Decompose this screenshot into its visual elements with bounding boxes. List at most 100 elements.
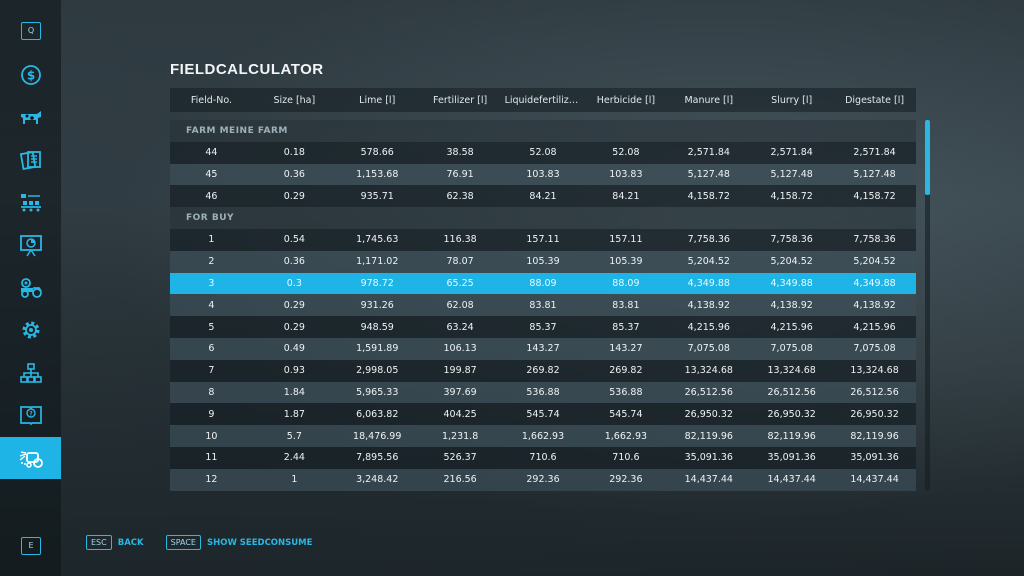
- sidebar-item-production[interactable]: [0, 182, 61, 222]
- vehicles-icon: [20, 278, 42, 298]
- sidebar-item-animals[interactable]: [0, 98, 61, 138]
- table-cell: 0.29: [283, 299, 305, 311]
- column-header-size[interactable]: Size [ha]: [273, 94, 316, 106]
- table-cell: 143.27: [609, 343, 643, 355]
- table-row[interactable]: 1 0.54 1,745.63 116.38 157.11 157.11 7,758.36 7…: [170, 228, 916, 251]
- table-cell: 0.93: [283, 365, 305, 377]
- table-cell: 5,204.52: [770, 256, 813, 268]
- table-cell: 8: [208, 386, 215, 398]
- sidebar-item-vehicles[interactable]: [0, 267, 61, 307]
- table-scrollbar[interactable]: [925, 120, 930, 490]
- table-cell: 397.69: [443, 386, 477, 398]
- table-cell: 4,215.96: [853, 321, 896, 333]
- column-header-fertilizer[interactable]: Fertilizer [l]: [433, 94, 488, 106]
- show-seedconsume-button[interactable]: SHOW SEEDCONSUME: [206, 537, 313, 548]
- column-header-herbicide[interactable]: Herbicide [l]: [596, 94, 656, 106]
- table-cell: 116.38: [443, 234, 477, 246]
- table-cell: 199.87: [443, 365, 477, 377]
- table-row[interactable]: 5 0.29 948.59 63.24 85.37 85.37 4,215.96 4,215.…: [170, 316, 916, 338]
- table-cell: 269.82: [609, 365, 643, 377]
- sidebar-item-hierarchy[interactable]: [0, 353, 61, 393]
- column-header-field-no[interactable]: Field-No.: [190, 94, 233, 106]
- table-row[interactable]: 10 5.7 18,476.99 1,231.8 1,662.93 1,662.93 82,…: [170, 425, 916, 447]
- scrollbar-thumb[interactable]: [925, 120, 930, 195]
- sidebar-item-help[interactable]: ?: [0, 395, 61, 435]
- table-cell: 4,138.92: [770, 299, 813, 311]
- table-row[interactable]: 12 1 3,248.42 216.56 292.36 292.36 14,437.44 14…: [170, 468, 916, 491]
- table-cell: 2,571.84: [853, 147, 896, 159]
- table-cell: 292.36: [609, 474, 643, 486]
- table-cell: 84.21: [612, 190, 640, 202]
- table-cell: 5,204.52: [853, 256, 896, 268]
- column-header-liquid-fertilizer[interactable]: Liquidefertilize...: [504, 94, 584, 106]
- table-cell: 0.18: [283, 147, 305, 159]
- table-cell: 14,437.44: [850, 474, 899, 486]
- table-row[interactable]: 8 1.84 5,965.33 397.69 536.88 536.88 26,512.56…: [170, 381, 916, 404]
- table-cell: 35,091.36: [850, 452, 899, 464]
- table-cell: 7,758.36: [687, 234, 730, 246]
- table-row-selected[interactable]: 3 0.3 978.72 65.25 88.09 88.09 4,349.88 4,349.8…: [170, 272, 916, 295]
- table-row[interactable]: 4 0.29 931.26 62.08 83.81 83.81 4,138.92 4,138.…: [170, 294, 916, 317]
- table-cell: 526.37: [443, 452, 477, 464]
- back-button[interactable]: BACK: [117, 537, 144, 548]
- table-row[interactable]: 6 0.49 1,591.89 106.13 143.27 143.27 7,075.08 7…: [170, 337, 916, 360]
- space-key-hint[interactable]: SPACE: [165, 535, 201, 550]
- table-cell: 5,127.48: [687, 168, 730, 180]
- table-cell: 83.81: [529, 299, 557, 311]
- table-cell: 106.13: [443, 343, 477, 355]
- table-cell: 14,437.44: [684, 474, 733, 486]
- table-cell: 5.7: [286, 430, 302, 442]
- table-cell: 4,138.92: [687, 299, 730, 311]
- svg-text:$: $: [26, 69, 34, 83]
- sidebar-item-field-calculator[interactable]: [0, 437, 61, 479]
- sidebar-item-finances[interactable]: $: [0, 55, 61, 95]
- esc-key-hint[interactable]: ESC: [86, 535, 112, 550]
- table-cell: 0.36: [283, 256, 305, 268]
- table-row[interactable]: 46 0.29 935.71 62.38 84.21 84.21 4,158.72 4,158…: [170, 185, 916, 208]
- table-cell: 2,571.84: [770, 147, 813, 159]
- table-row[interactable]: 44 0.18 578.66 38.58 52.08 52.08 2,571.84 2,571…: [170, 141, 916, 164]
- svg-text:?: ?: [29, 411, 33, 418]
- table-cell: 18,476.99: [353, 430, 402, 442]
- next-page-key-hint[interactable]: E: [21, 537, 41, 555]
- section-header: FARM MEINE FARM: [170, 120, 916, 142]
- table-header: Field-No. Size [ha] Lime [l] Fertilizer …: [170, 88, 916, 112]
- prev-page-key-hint[interactable]: Q: [21, 22, 41, 40]
- column-header-digestate[interactable]: Digestate [l]: [845, 94, 905, 106]
- table-cell: 85.37: [529, 321, 557, 333]
- sidebar-item-settings[interactable]: [0, 310, 61, 350]
- table-row[interactable]: 2 0.36 1,171.02 78.07 105.39 105.39 5,204.52 5,…: [170, 250, 916, 273]
- column-header-lime[interactable]: Lime [l]: [359, 94, 396, 106]
- table-cell: 46: [205, 190, 218, 202]
- table-cell: 88.09: [529, 277, 557, 289]
- table-cell: 85.37: [612, 321, 640, 333]
- sidebar-item-statistics[interactable]: [0, 225, 61, 265]
- table-cell: 63.24: [446, 321, 474, 333]
- table-row[interactable]: 45 0.36 1,153.68 76.91 103.83 103.83 5,127.48 5…: [170, 163, 916, 186]
- table-cell: 292.36: [526, 474, 560, 486]
- table-cell: 269.82: [526, 365, 560, 377]
- table-cell: 83.81: [612, 299, 640, 311]
- table-cell: 7,895.56: [356, 452, 399, 464]
- column-header-slurry[interactable]: Slurry [l]: [771, 94, 813, 106]
- table-cell: 216.56: [443, 474, 477, 486]
- table-cell: 4,349.88: [770, 277, 813, 289]
- table-cell: 82,119.96: [684, 430, 733, 442]
- table-body: FARM MEINE FARM 44 0.18 578.66 38.58 52.08 52.…: [170, 120, 916, 491]
- table-cell: 7,075.08: [770, 343, 813, 355]
- table-cell: 2,998.05: [356, 365, 399, 377]
- table-cell: 2.44: [283, 452, 305, 464]
- table-cell: 62.08: [446, 299, 474, 311]
- table-cell: 536.88: [526, 386, 560, 398]
- sidebar-item-contracts[interactable]: [0, 140, 61, 180]
- table-row[interactable]: 9 1.87 6,063.82 404.25 545.74 545.74 26,950.32…: [170, 403, 916, 426]
- column-header-manure[interactable]: Manure [l]: [684, 94, 734, 106]
- table-cell: 44: [205, 147, 218, 159]
- table-cell: 52.08: [612, 147, 640, 159]
- table-row[interactable]: 7 0.93 2,998.05 199.87 269.82 269.82 13,324.68…: [170, 359, 916, 382]
- footer-actions: ESC BACK SPACE SHOW SEEDCONSUME: [86, 535, 334, 550]
- production-icon: [20, 194, 41, 212]
- table-row[interactable]: 11 2.44 7,895.56 526.37 710.6 710.6 35,091.36 3…: [170, 446, 916, 469]
- table-cell: 10: [205, 430, 218, 442]
- table-cell: 7,758.36: [770, 234, 813, 246]
